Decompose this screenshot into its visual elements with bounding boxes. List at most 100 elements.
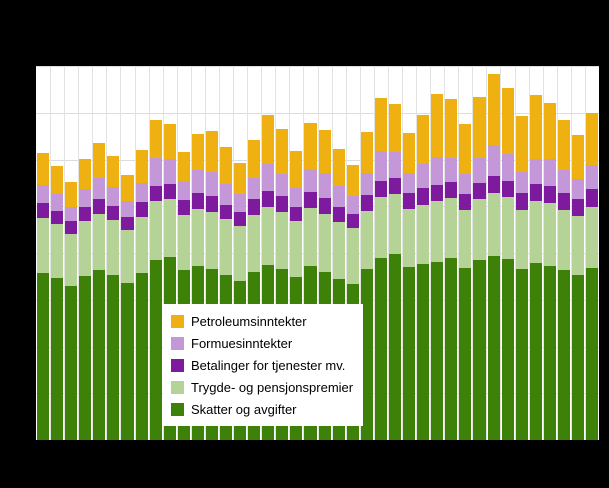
bar-segment-skatter — [543, 266, 556, 440]
bar-segment-betalinger — [205, 196, 219, 212]
bar-segment-trygde — [459, 209, 472, 269]
bar-segment-skatter — [65, 286, 78, 440]
bar-segment-skatter — [501, 259, 514, 440]
bar-segment-petroleum — [473, 97, 486, 158]
bar-segment-petroleum — [304, 122, 317, 170]
bar-segment-trygde — [79, 220, 92, 277]
stacked-bar — [79, 66, 92, 440]
bar-segment-skatter — [586, 268, 599, 440]
bar-segment-skatter — [515, 269, 528, 440]
stacked-bar — [135, 66, 148, 440]
bar-segment-betalinger — [346, 213, 359, 228]
bar-segment-formues — [403, 173, 416, 194]
bar-segment-betalinger — [220, 204, 233, 219]
bar-segment-petroleum — [135, 149, 148, 184]
bar-segment-betalinger — [276, 196, 289, 212]
bar-segment-betalinger — [571, 199, 585, 216]
v-gridline — [218, 66, 220, 440]
bar-segment-betalinger — [557, 193, 570, 210]
bar-segment-trygde — [220, 218, 233, 276]
bar-segment-betalinger — [501, 181, 514, 198]
bar-segment-petroleum — [234, 163, 247, 195]
stacked-bar — [543, 66, 556, 440]
bar-segment-betalinger — [121, 216, 134, 230]
stacked-bar — [557, 66, 570, 440]
stacked-bar — [37, 66, 50, 440]
bar-segment-trygde — [332, 221, 345, 280]
bar-segment-trygde — [529, 201, 542, 264]
bar-segment-trygde — [571, 215, 585, 276]
legend-label-betalinger: Betalinger for tjenester mv. — [191, 357, 346, 373]
bar-segment-formues — [37, 185, 50, 204]
legend-label-skatter: Skatter og avgifter — [191, 401, 297, 417]
bar-segment-formues — [332, 186, 345, 207]
bar-segment-formues — [93, 178, 106, 200]
v-gridline — [345, 66, 347, 440]
bar-segment-betalinger — [487, 176, 500, 194]
v-gridline — [401, 66, 403, 440]
bar-segment-formues — [515, 172, 528, 194]
stacked-bar — [403, 66, 416, 440]
bar-segment-betalinger — [529, 184, 542, 202]
stacked-bar — [431, 66, 444, 440]
bar-segment-betalinger — [191, 193, 204, 209]
bar-segment-betalinger — [290, 206, 303, 221]
bar-segment-betalinger — [93, 199, 106, 214]
bar-segment-petroleum — [431, 94, 444, 157]
stacked-bar — [529, 66, 542, 440]
v-gridline — [190, 66, 192, 440]
bar-segment-formues — [149, 158, 162, 187]
v-gridline — [261, 66, 263, 440]
v-gridline — [570, 66, 572, 440]
bar-segment-trygde — [417, 204, 430, 265]
stacked-bar — [445, 66, 458, 440]
bar-segment-petroleum — [487, 74, 500, 145]
bar-segment-petroleum — [276, 128, 289, 175]
bar-segment-trygde — [37, 217, 50, 274]
bar-segment-trygde — [107, 219, 120, 276]
bar-segment-betalinger — [79, 206, 92, 221]
bar-segment-trygde — [374, 197, 387, 259]
bar-segment-trygde — [290, 220, 303, 278]
bar-segment-betalinger — [248, 199, 261, 215]
bar-segment-skatter — [121, 283, 134, 440]
stacked-bar — [93, 66, 106, 440]
bar-segment-petroleum — [93, 142, 106, 179]
stacked-bar — [149, 66, 162, 440]
v-gridline — [176, 66, 178, 440]
bar-segment-petroleum — [543, 103, 556, 160]
v-gridline — [64, 66, 66, 440]
bar-segment-trygde — [445, 198, 458, 259]
bar-segment-trygde — [557, 209, 570, 271]
bar-segment-petroleum — [571, 134, 585, 180]
bar-segment-trygde — [135, 216, 148, 274]
bar-segment-petroleum — [515, 115, 528, 173]
bar-segment-formues — [121, 201, 134, 217]
bar-segment-skatter — [79, 276, 92, 440]
bar-segment-betalinger — [51, 210, 64, 224]
bar-segment-betalinger — [543, 186, 556, 204]
v-gridline — [148, 66, 150, 440]
bar-segment-formues — [473, 158, 486, 184]
bar-segment-trygde — [403, 208, 416, 268]
bar-segment-formues — [135, 183, 148, 203]
v-gridline — [247, 66, 249, 440]
bar-segment-petroleum — [346, 165, 359, 197]
v-gridline — [92, 66, 94, 440]
bar-segment-betalinger — [586, 189, 599, 207]
bar-segment-petroleum — [37, 152, 50, 186]
bar-segment-formues — [262, 164, 275, 192]
bar-segment-skatter — [417, 264, 430, 440]
bar-segment-formues — [205, 172, 219, 197]
bar-segment-trygde — [346, 227, 359, 285]
bar-segment-trygde — [388, 194, 402, 255]
bar-segment-skatter — [445, 258, 458, 440]
bar-segment-formues — [318, 173, 331, 199]
bar-segment-formues — [163, 159, 176, 185]
bar-segment-petroleum — [220, 146, 233, 185]
bar-segment-betalinger — [403, 193, 416, 209]
bar-segment-skatter — [135, 273, 148, 440]
bar-segment-trygde — [515, 209, 528, 270]
v-gridline — [50, 66, 52, 440]
bar-segment-formues — [543, 159, 556, 187]
